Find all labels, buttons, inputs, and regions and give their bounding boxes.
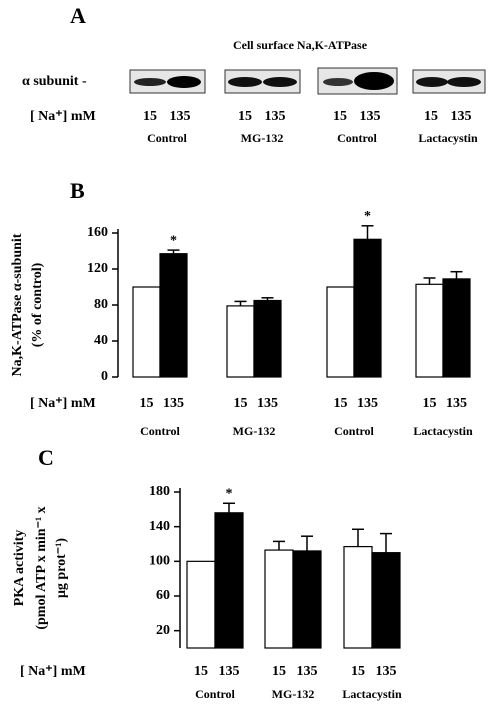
y-tick-label: 180	[149, 484, 170, 499]
bar	[292, 550, 322, 649]
group-label: Lactacystin	[342, 687, 402, 701]
group-label: MG-132	[272, 687, 315, 701]
bar	[253, 299, 282, 378]
y-tick-label: 140	[149, 519, 170, 534]
bar	[326, 286, 355, 378]
x-prefix: [ Na⁺] mM	[30, 396, 96, 411]
panel-label: A	[70, 3, 86, 28]
bar	[343, 545, 373, 649]
bar	[371, 552, 401, 649]
band	[167, 76, 201, 88]
lane-label: 135	[451, 109, 472, 124]
y-tick-label: 160	[87, 225, 108, 240]
panel-label: B	[70, 178, 85, 203]
y-axis-label: (% of control)	[30, 262, 45, 347]
bar-label: 15	[234, 396, 248, 411]
y-tick-label: 120	[87, 261, 108, 276]
bar	[159, 253, 188, 378]
bar-label: 135	[163, 396, 184, 411]
significance: *	[226, 486, 233, 501]
bar-label: 15	[194, 664, 208, 679]
y-tick-label: 40	[94, 333, 108, 348]
bar-label: 15	[423, 396, 437, 411]
bar	[226, 305, 255, 378]
lane-label: 15	[238, 109, 252, 124]
blot-title: Cell surface Na,K-ATPase	[233, 38, 368, 52]
y-tick-label: 100	[149, 554, 170, 569]
x-prefix: [ Na⁺] mM	[20, 664, 86, 679]
lane-label: 15	[424, 109, 438, 124]
y-tick-label: 60	[156, 588, 170, 603]
group-label: Control	[334, 424, 374, 438]
band	[228, 77, 262, 87]
bar	[132, 286, 161, 378]
group-label: Lactacystin	[413, 424, 473, 438]
bar	[186, 560, 216, 649]
bar-label: 15	[140, 396, 154, 411]
y-tick-label: 20	[156, 623, 170, 638]
bar-label: 135	[446, 396, 467, 411]
y-axis-label: PKA activity	[12, 530, 27, 607]
bar	[353, 238, 382, 378]
band	[263, 77, 297, 87]
y-axis-label: (pmol ATP x min⁻¹ x	[34, 506, 49, 629]
y-axis-label: Na,K-ATPase α-subunit	[10, 233, 25, 376]
group-label: Control	[147, 131, 187, 145]
bar	[214, 512, 244, 649]
band	[447, 77, 481, 87]
group-label: Lactacystin	[418, 131, 478, 145]
y-axis-label: μg prot⁻¹)	[54, 538, 69, 598]
row-label: α subunit -	[22, 74, 87, 89]
lane-label: 135	[170, 109, 191, 124]
bar-label: 135	[219, 664, 240, 679]
band	[354, 72, 394, 90]
band	[416, 77, 448, 87]
significance: *	[170, 233, 177, 248]
lane-label: 15	[333, 109, 347, 124]
lane-label: 15	[143, 109, 157, 124]
bar-label: 15	[334, 396, 348, 411]
bar-label: 15	[272, 664, 286, 679]
group-label: MG-132	[241, 131, 284, 145]
bar-label: 135	[357, 396, 378, 411]
blots	[129, 67, 486, 95]
y-tick-label: 0	[101, 369, 108, 384]
blot	[224, 69, 301, 94]
bar	[415, 283, 444, 378]
significance: *	[364, 209, 371, 224]
bar-label: 15	[351, 664, 365, 679]
bar-label: 135	[297, 664, 318, 679]
bar	[264, 549, 294, 649]
x-prefix: [ Na⁺] mM	[30, 109, 96, 124]
bar-label: 135	[376, 664, 397, 679]
group-label: MG-132	[233, 424, 276, 438]
group-label: Control	[337, 131, 377, 145]
group-label: Control	[195, 687, 235, 701]
band	[323, 78, 353, 86]
bar-label: 135	[257, 396, 278, 411]
bar	[442, 278, 471, 378]
band	[134, 78, 166, 86]
panel-label: C	[38, 445, 54, 470]
lane-label: 135	[360, 109, 381, 124]
group-label: Control	[140, 424, 180, 438]
lane-label: 135	[265, 109, 286, 124]
y-tick-label: 80	[94, 297, 108, 312]
